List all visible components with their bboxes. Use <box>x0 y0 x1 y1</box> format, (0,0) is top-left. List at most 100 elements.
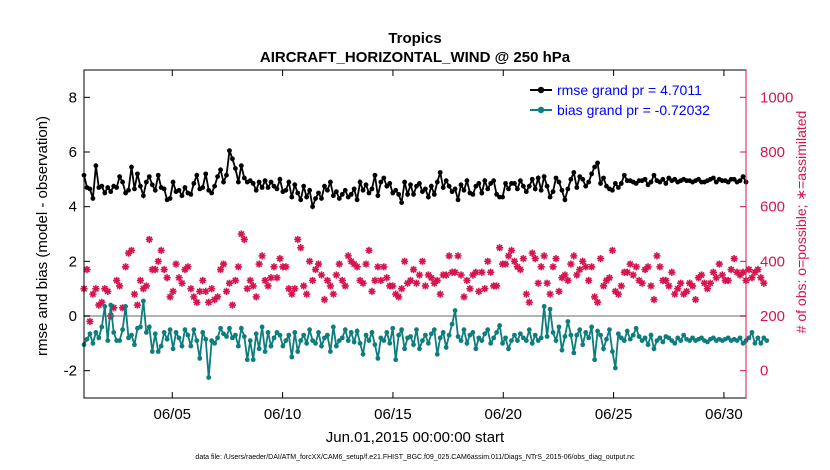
obs-count-point <box>582 263 590 271</box>
obs-count-point <box>89 290 97 298</box>
rmse-point <box>319 196 324 201</box>
obs-count-point <box>124 249 133 257</box>
obs-count-point <box>249 282 257 290</box>
bias-point <box>648 332 654 338</box>
bias-point <box>120 327 125 333</box>
bias-point <box>235 343 241 349</box>
obs-count-point <box>329 290 337 298</box>
rmse-point <box>330 193 336 199</box>
bias-point <box>342 327 348 333</box>
bias-point <box>755 335 761 341</box>
rmse-point <box>87 186 93 192</box>
rmse-point <box>256 179 262 185</box>
rmse-point <box>262 178 268 184</box>
obs-count-point <box>392 290 400 298</box>
bias-point <box>586 335 592 341</box>
bias-point <box>553 338 559 343</box>
x-axis-label: Jun.01,2015 00:00:00 start <box>326 429 505 446</box>
bias-point <box>627 336 633 342</box>
rmse-point <box>200 185 206 190</box>
bias-point <box>304 340 310 346</box>
obs-count-point <box>727 265 735 274</box>
bias-point <box>280 343 286 349</box>
obs-count-point <box>267 274 275 282</box>
bias-point <box>316 330 321 335</box>
obs-count-point <box>86 317 94 326</box>
bias-point <box>301 332 307 338</box>
obs-count-point <box>507 246 516 254</box>
obs-count-point <box>406 276 415 285</box>
rmse-point <box>491 178 497 184</box>
rmse-point <box>149 182 155 188</box>
obs-count-point <box>320 296 329 304</box>
bias-point <box>123 304 128 309</box>
rmse-point <box>304 194 310 200</box>
rmse-point <box>191 181 197 186</box>
bias-point <box>624 328 630 334</box>
obs-count-point <box>389 282 397 290</box>
rmse-point <box>289 194 295 200</box>
bias-point <box>428 331 434 337</box>
obs-count-point <box>528 249 536 257</box>
obs-count-point <box>677 279 685 287</box>
obs-count-point <box>591 293 599 301</box>
bias-point <box>550 330 556 335</box>
y-tick-label: 4 <box>69 199 77 216</box>
obs-count-point <box>151 265 159 274</box>
obs-count-point <box>730 255 738 263</box>
rmse-point <box>443 178 449 184</box>
obs-count-point <box>113 276 121 285</box>
bias-point <box>562 334 568 339</box>
bias-point <box>298 338 304 343</box>
bias-point <box>143 330 149 335</box>
data-file-footnote: data file: /Users/raeder/DAI/ATM_forcXX/… <box>195 454 635 461</box>
bias-point <box>556 324 562 330</box>
bias-point <box>173 330 179 335</box>
bias-point <box>307 327 313 333</box>
y-tick-label: 8 <box>69 89 77 106</box>
obs-count-point <box>335 260 343 268</box>
obs-count-point <box>632 263 640 271</box>
rmse-point <box>583 183 589 189</box>
bias-point <box>455 334 461 339</box>
bias-point <box>396 332 402 338</box>
bias-point <box>393 357 399 363</box>
rmse-point <box>232 166 238 171</box>
rmse-point <box>458 182 464 188</box>
rmse-point <box>310 204 315 210</box>
obs-count-point <box>555 287 563 295</box>
rmse-point <box>179 193 185 199</box>
obs-count-point <box>356 276 364 285</box>
bias-point <box>399 327 405 333</box>
obs-count-point <box>374 263 382 271</box>
bias-point <box>265 330 271 335</box>
bias-point <box>182 327 188 333</box>
rmse-point <box>105 185 111 190</box>
obs-count-point <box>225 279 234 287</box>
rmse-point <box>393 187 399 193</box>
obs-count-point <box>733 268 741 276</box>
x-tick-label: 06/15 <box>374 406 412 423</box>
obs-count-point <box>421 282 429 290</box>
bias-point <box>458 338 464 343</box>
obs-count-point <box>175 274 183 282</box>
obs-count-point <box>504 252 513 260</box>
obs-count-point <box>576 265 584 274</box>
rmse-point <box>601 175 606 181</box>
y-tick-label: -2 <box>64 363 77 380</box>
rmse-point <box>553 175 559 181</box>
rmse-point <box>378 179 384 185</box>
obs-count-point <box>332 271 340 279</box>
obs-count-point <box>294 235 302 244</box>
obs-count-point <box>228 301 237 309</box>
obs-count-point <box>454 252 462 260</box>
bias-point <box>526 327 532 333</box>
obs-count-point <box>412 279 421 287</box>
obs-count-point <box>617 282 625 290</box>
bias-point <box>215 335 220 341</box>
rmse-point <box>425 194 431 200</box>
obs-count-point <box>314 260 323 268</box>
rmse-point <box>512 181 517 186</box>
obs-count-point <box>291 285 299 293</box>
